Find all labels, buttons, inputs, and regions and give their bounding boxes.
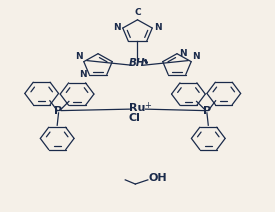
Text: +: + bbox=[144, 101, 151, 110]
Text: N: N bbox=[179, 49, 187, 58]
Text: N: N bbox=[192, 52, 200, 61]
Text: C: C bbox=[134, 8, 141, 17]
Text: P: P bbox=[203, 106, 211, 116]
Text: N: N bbox=[79, 70, 87, 79]
Text: BH: BH bbox=[129, 58, 146, 68]
Text: Cl: Cl bbox=[129, 113, 141, 123]
Text: Ru: Ru bbox=[129, 103, 146, 113]
Text: P: P bbox=[54, 106, 63, 116]
Text: N: N bbox=[75, 52, 82, 61]
Text: N: N bbox=[155, 23, 162, 32]
Text: N: N bbox=[113, 23, 120, 32]
Text: OH: OH bbox=[148, 173, 167, 183]
